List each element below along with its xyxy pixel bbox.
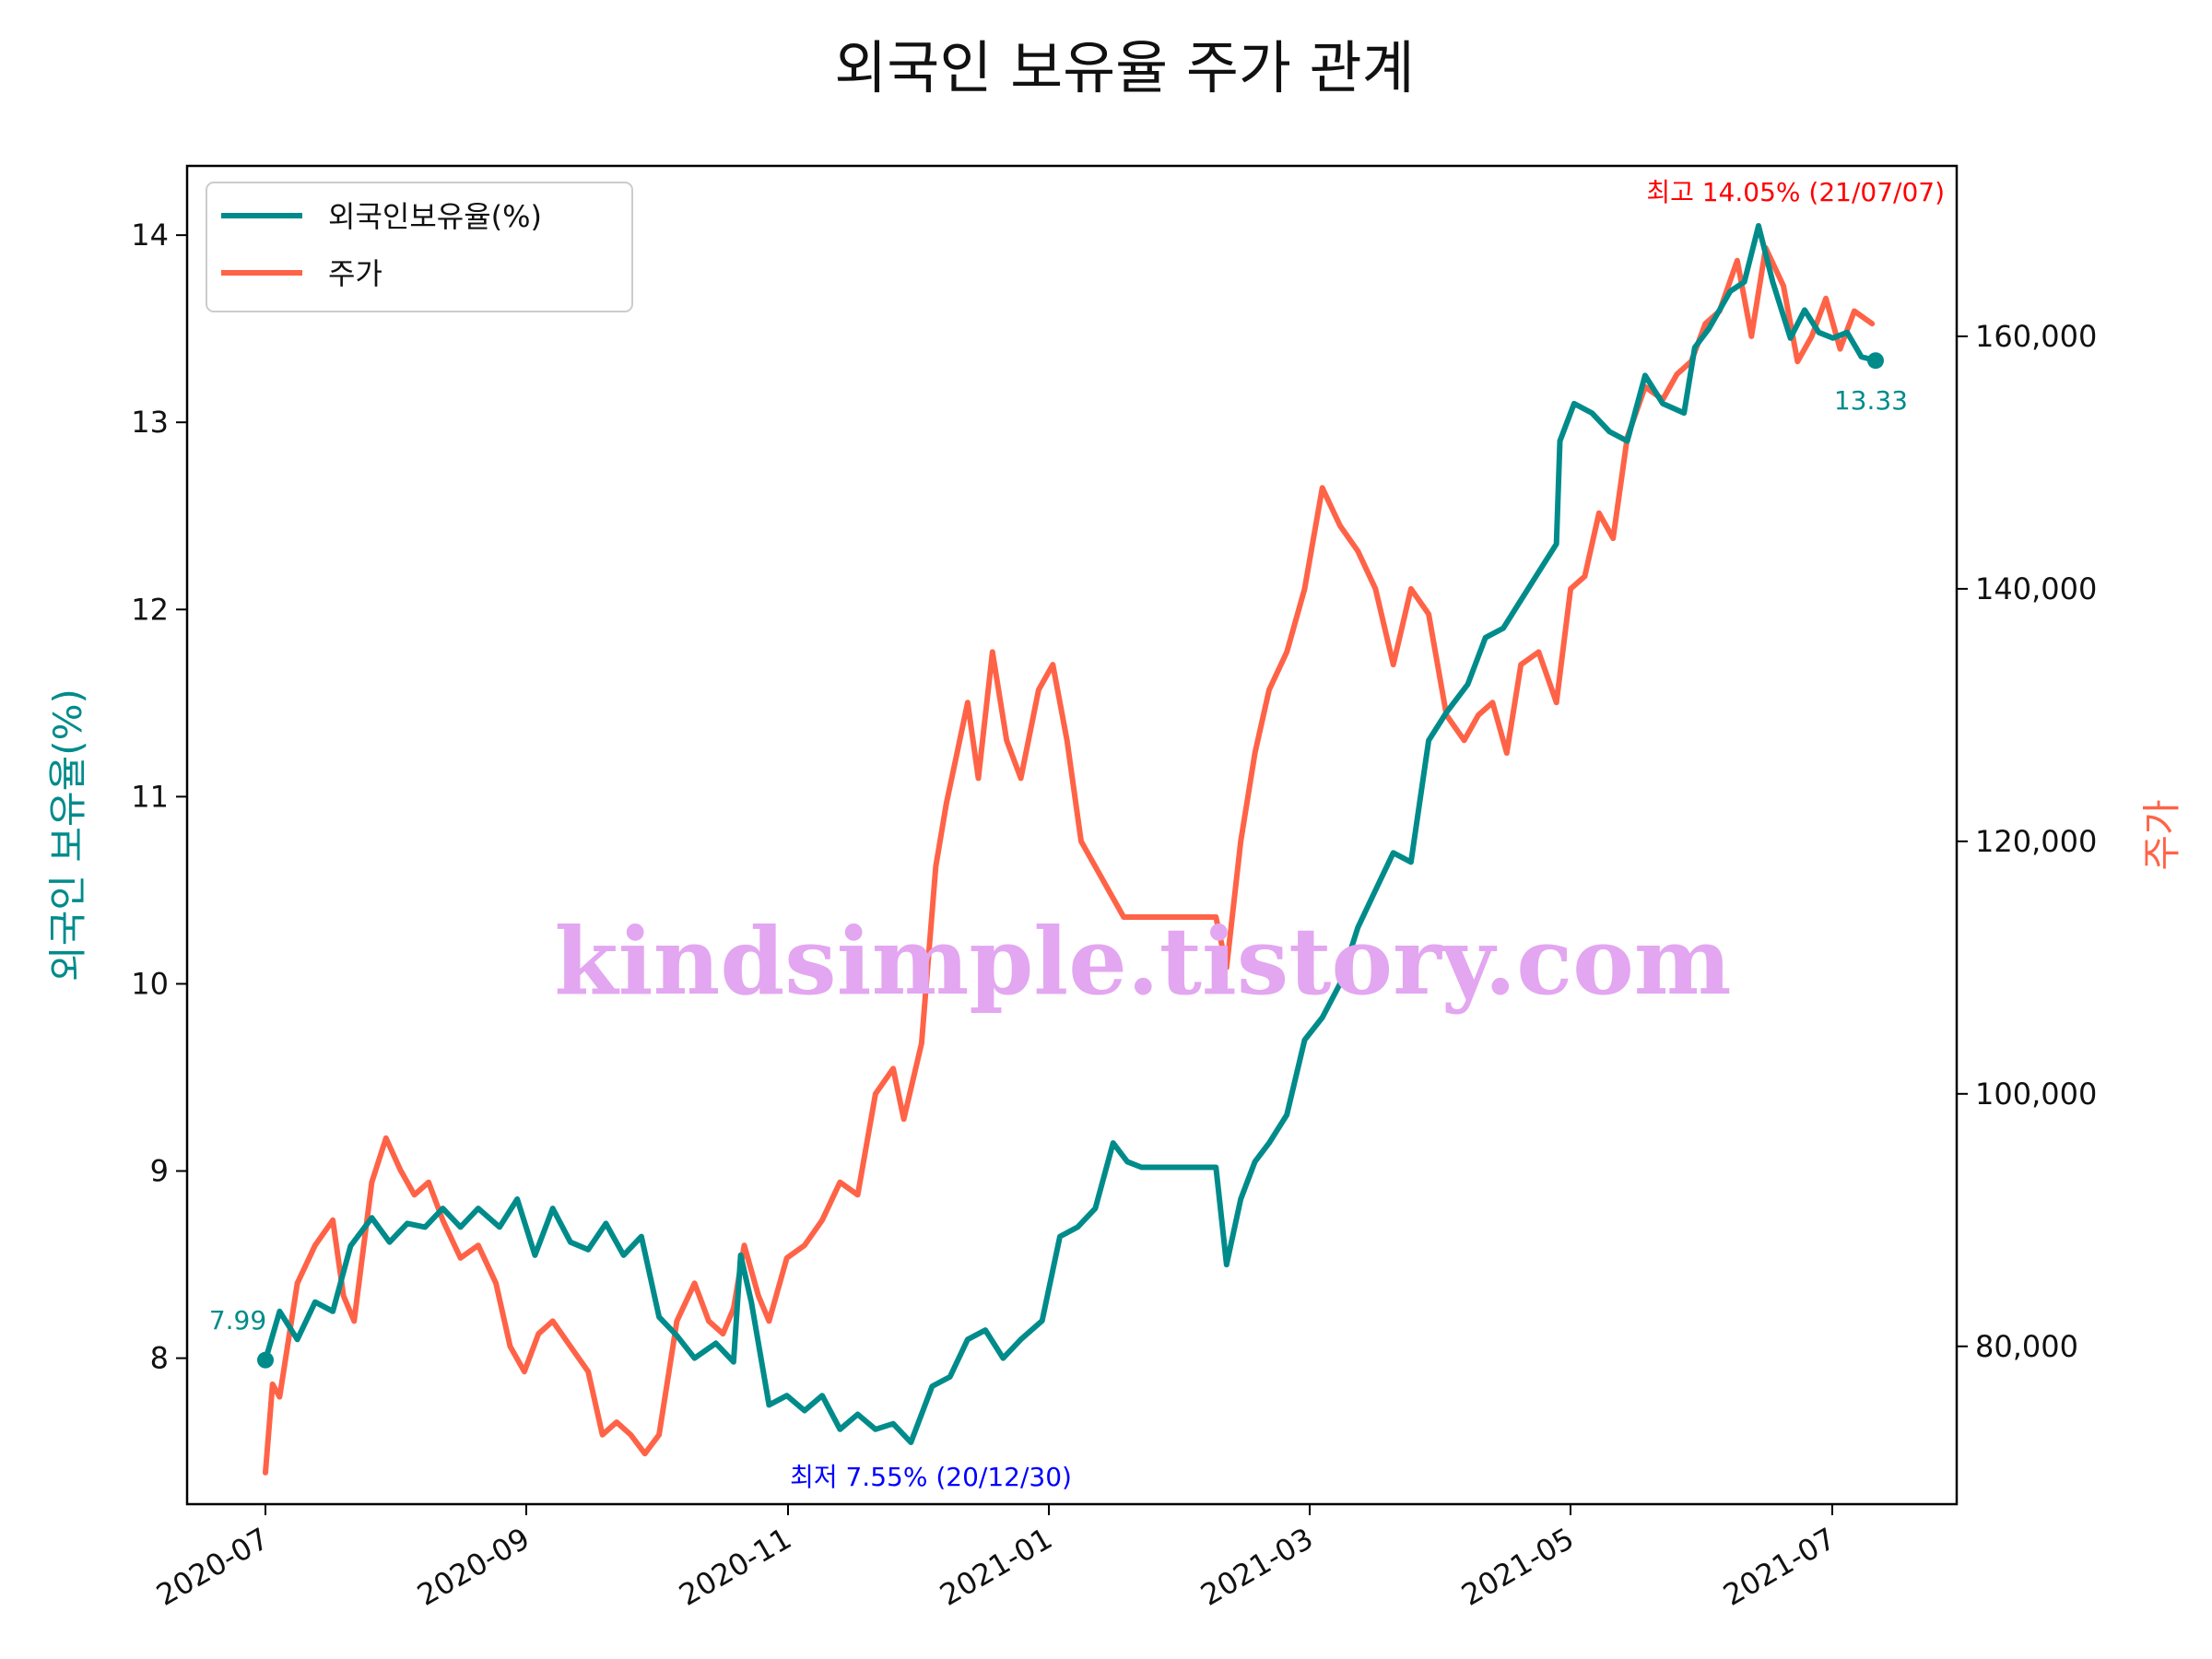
y-left-axis-label: 외국인 보유율(%) xyxy=(45,688,90,982)
y-right-axis: 80,000 100,000 120,000 140,000 160,000 xyxy=(1957,319,2097,1364)
y-left-axis: 8 9 10 11 12 13 14 xyxy=(131,218,187,1376)
y-left-tick-label: 10 xyxy=(131,966,169,1001)
max-annotation: 최고 14.05% (21/07/07) xyxy=(1646,177,1945,207)
start-point-marker xyxy=(257,1351,274,1369)
y-right-tick-label: 100,000 xyxy=(1975,1077,2097,1112)
end-point-marker xyxy=(1867,352,1884,370)
plot-area xyxy=(185,164,1959,1506)
x-tick-label: 2021-03 xyxy=(1194,1521,1319,1613)
y-left-tick-label: 8 xyxy=(150,1341,169,1376)
y-right-tick-label: 160,000 xyxy=(1975,319,2097,354)
x-tick-label: 2021-01 xyxy=(934,1521,1058,1613)
min-annotation: 최저 7.55% (20/12/30) xyxy=(790,1462,1072,1492)
y-right-tick-label: 80,000 xyxy=(1975,1329,2078,1364)
legend-label-price: 주가 xyxy=(328,256,382,291)
annotations: 최고 14.05% (21/07/07) 최저 7.55% (20/12/30)… xyxy=(209,177,1945,1492)
start-value-annotation: 7.99 xyxy=(209,1305,266,1335)
y-right-tick-label: 120,000 xyxy=(1975,824,2097,859)
x-tick-label: 2021-05 xyxy=(1455,1521,1580,1613)
legend: 외국인보유율(%) 주가 xyxy=(206,182,633,312)
y-left-tick-label: 13 xyxy=(131,405,169,440)
end-value-annotation: 13.33 xyxy=(1834,385,1908,416)
ownership-series-line xyxy=(263,223,1878,1445)
chart-title: 외국인 보유율 주가 관계 xyxy=(834,34,1415,101)
y-left-tick-label: 12 xyxy=(131,592,169,627)
y-right-tick-label: 140,000 xyxy=(1975,571,2097,606)
watermark-text: kindsimple.tistory.com xyxy=(554,907,1731,1016)
plot-frame xyxy=(185,164,1959,1506)
y-right-axis-label: 주가 xyxy=(2139,799,2184,870)
y-left-tick-label: 14 xyxy=(131,218,169,253)
x-tick-label: 2020-09 xyxy=(411,1521,535,1613)
legend-box xyxy=(206,182,633,312)
x-axis: 2020-07 2020-09 2020-11 2021-01 2021-03 2021-… xyxy=(150,1504,1841,1613)
x-tick-label: 2020-07 xyxy=(150,1521,275,1613)
x-tick-label: 2021-07 xyxy=(1717,1521,1841,1613)
legend-label-ownership: 외국인보유율(%) xyxy=(328,199,542,234)
y-left-tick-label: 9 xyxy=(150,1154,169,1189)
y-left-tick-label: 11 xyxy=(131,779,169,814)
series-layer xyxy=(257,223,1884,1476)
x-tick-label: 2020-11 xyxy=(673,1521,797,1613)
price-series-line xyxy=(263,245,1876,1476)
